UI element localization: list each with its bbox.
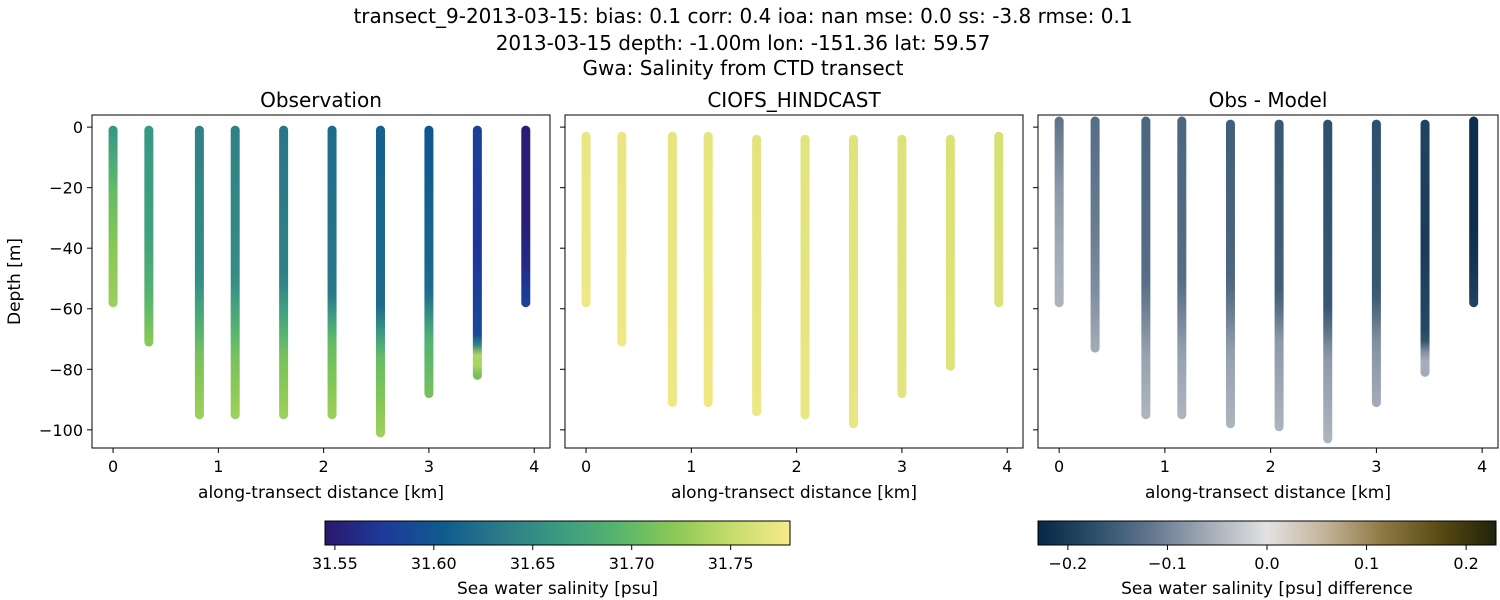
colorbar-gradient: [1037, 520, 1497, 546]
colorbar-salinity-difference: −0.2 −0.1 0.0 0.1 0.2 Sea water salinity [psu…: [1037, 520, 1497, 599]
colorbar-label: Sea water salinity [psu]: [457, 579, 658, 599]
colorbar-salinity: 31.55 31.60 31.65 31.70 31.75 Sea water salin…: [312, 520, 791, 599]
colorbar-tick-label: 0.0: [1254, 554, 1279, 573]
panel-title: CIOFS_HINDCAST: [707, 88, 881, 112]
x-tick-label: 3: [897, 457, 907, 476]
y-tick-label: −100: [39, 421, 83, 440]
x-tick-label: 3: [1371, 457, 1381, 476]
colorbar-tick-label: 0.2: [1453, 554, 1478, 573]
axes-frame: [1037, 114, 1499, 449]
colorbar-tick-label: 31.55: [312, 554, 358, 573]
x-axis-label: along-transect distance [km]: [198, 483, 444, 503]
panel-obs-minus-model: Obs - Model 0 1 2 3 4 along-transect distance …: [1033, 88, 1499, 503]
figure-title-line-2: 2013-03-15 depth: -1.00m lon: -151.36 la…: [496, 31, 991, 55]
y-tick-label: −60: [49, 300, 83, 319]
colorbar-tick-label: 0.1: [1354, 554, 1379, 573]
axes-frame: [564, 114, 1024, 449]
x-tick-label: 3: [424, 457, 434, 476]
y-tick-label: −80: [49, 360, 83, 379]
x-tick-label: 1: [213, 457, 223, 476]
figure-title-line-1: transect_9-2013-03-15: bias: 0.1 corr: 0…: [353, 4, 1132, 28]
panel-observation: Observation 0 1 2 3 4 0 −20 −40 −60 −80 −100 along-t…: [5, 88, 551, 503]
x-tick-label: 0: [108, 457, 118, 476]
colorbar-label: Sea water salinity [psu] difference: [1121, 579, 1413, 599]
colorbar-tick-label: 31.60: [411, 554, 457, 573]
x-tick-label: 0: [1054, 457, 1064, 476]
colorbar-gradient: [324, 520, 791, 546]
colorbar-tick-label: −0.1: [1148, 554, 1187, 573]
colorbar-tick-label: 31.65: [510, 554, 556, 573]
y-tick-label: −20: [49, 179, 83, 198]
x-tick-label: 4: [1002, 457, 1012, 476]
axes-frame: [91, 114, 551, 449]
figure-title-line-3: Gwa: Salinity from CTD transect: [583, 56, 904, 80]
x-tick-label: 2: [792, 457, 802, 476]
y-tick-label: 0: [73, 118, 83, 137]
x-axis-label: along-transect distance [km]: [671, 483, 917, 503]
panel-title: Obs - Model: [1209, 88, 1328, 112]
x-tick-label: 4: [1477, 457, 1487, 476]
y-tick-label: −40: [49, 239, 83, 258]
x-tick-label: 2: [319, 457, 329, 476]
colorbar-tick-label: 31.70: [609, 554, 655, 573]
x-tick-label: 1: [1160, 457, 1170, 476]
panel-title: Observation: [260, 88, 382, 112]
x-tick-label: 4: [529, 457, 539, 476]
colorbar-tick-label: 31.75: [708, 554, 754, 573]
x-tick-label: 0: [581, 457, 591, 476]
panel-ciofs-hindcast: CIOFS_HINDCAST 0 1 2 3 4 along-transect distan…: [560, 88, 1024, 503]
colorbar-tick-label: −0.2: [1048, 554, 1087, 573]
y-axis-label: Depth [m]: [5, 238, 25, 325]
x-tick-label: 2: [1266, 457, 1276, 476]
x-axis-label: along-transect distance [km]: [1145, 483, 1391, 503]
x-tick-label: 1: [686, 457, 696, 476]
